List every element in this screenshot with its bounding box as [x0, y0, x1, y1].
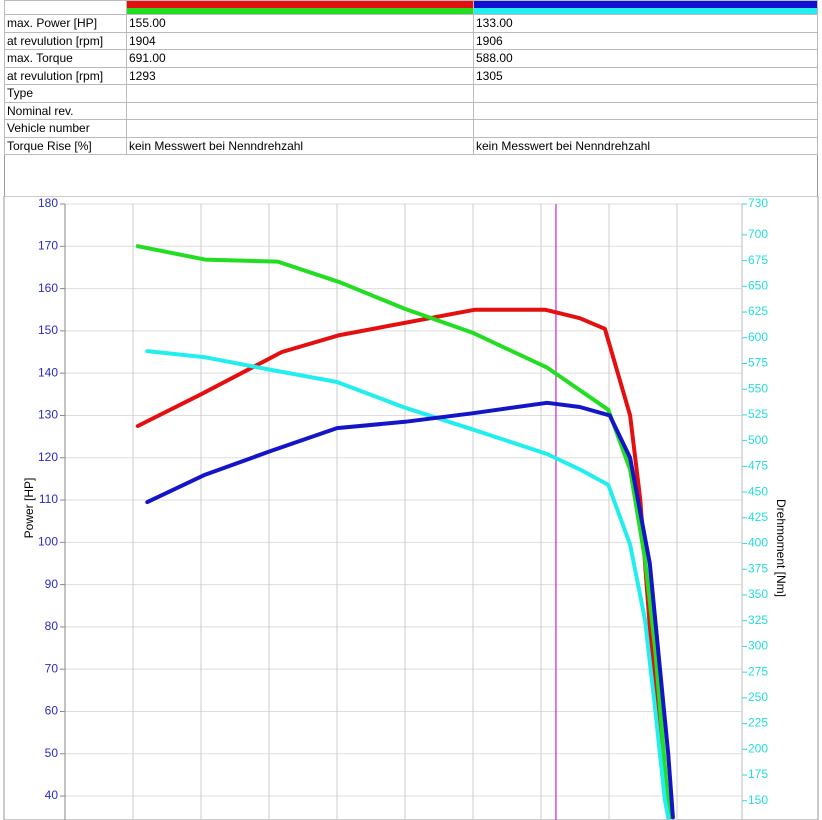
table-cell [126, 84, 474, 103]
y2-tick-label: 500 [748, 433, 768, 447]
y2-tick-label: 730 [748, 196, 768, 210]
table-cell: at revulution [rpm] [4, 31, 127, 50]
table-cell: 1906 [473, 31, 818, 50]
y2-tick-label: 275 [748, 664, 768, 678]
table-cell: kein Messwert bei Nenndrehzahl [473, 136, 818, 155]
table-cell: 691.00 [126, 49, 474, 68]
results-table: max. Power [HP] 155.00 133.00 at revulution… [4, 0, 818, 155]
y2-tick-label: 200 [748, 741, 768, 755]
y2-axis-title: Drehmoment [Nm] [774, 499, 788, 597]
table-cell: max. Power [HP] [4, 14, 127, 33]
power-torque-line [135, 244, 673, 820]
y2-tick-label: 250 [748, 690, 768, 704]
chart-frame [3, 196, 819, 820]
color-bar [127, 8, 473, 14]
y2-tick-label: 700 [748, 227, 768, 241]
y-tick-label: 110 [39, 492, 58, 506]
table-row: Type [4, 84, 818, 103]
table-cell: Type [4, 84, 127, 103]
y-tick-label: 40 [45, 788, 59, 802]
table-cell [126, 101, 474, 120]
y-tick-label: 130 [38, 408, 58, 422]
y-tick-label: 150 [38, 323, 58, 337]
table-row: at revulution [rpm] 1904 1906 [4, 31, 818, 50]
y-tick-label: 170 [38, 238, 58, 252]
y-tick-label: 180 [38, 196, 58, 210]
table-row: Torque Rise [%] kein Messwert bei Nenndre… [4, 136, 818, 155]
table-cell [126, 119, 474, 138]
y2-tick-label: 375 [748, 561, 768, 575]
y2-tick-label: 550 [748, 381, 768, 395]
y2-tick-label: 400 [748, 536, 768, 550]
y-axis-title: Power [HP] [22, 478, 36, 539]
y2-tick-label: 325 [748, 613, 768, 627]
y2-tick-label: 625 [748, 304, 768, 318]
y2-tick-label: 150 [748, 793, 768, 807]
power-torque-line [135, 307, 671, 820]
table-cell: at revulution [rpm] [4, 66, 127, 85]
y2-tick-label: 450 [748, 484, 768, 498]
table-cell: 1904 [126, 31, 474, 50]
table-cell: 155.00 [126, 14, 474, 33]
table-row: max. Torque 691.00 588.00 [4, 49, 818, 68]
y-tick-label: 90 [45, 577, 59, 591]
y-tick-label: 60 [45, 704, 59, 718]
y2-tick-label: 525 [748, 407, 768, 421]
power-torque-line [145, 349, 671, 820]
color-bar [474, 1, 817, 8]
y2-tick-label: 575 [748, 356, 768, 370]
y2-tick-label: 475 [748, 459, 768, 473]
table-cell: 588.00 [473, 49, 818, 68]
y2-tick-label: 425 [748, 510, 768, 524]
y-tick-label: 120 [38, 450, 58, 464]
y2-tick-label: 650 [748, 278, 768, 292]
y2-tick-label: 300 [748, 639, 768, 653]
table-cell: Nominal rev. [4, 101, 127, 120]
table-cell: Torque Rise [%] [4, 136, 127, 155]
table-cell: 1305 [473, 66, 818, 85]
y-tick-label: 140 [38, 365, 58, 379]
color-bar [474, 8, 817, 14]
y-tick-label: 160 [38, 281, 58, 295]
y2-tick-label: 175 [748, 767, 768, 781]
table-cell: max. Torque [4, 49, 127, 68]
color-bar [127, 1, 473, 8]
table-row: Nominal rev. [4, 101, 818, 120]
table-cell [473, 84, 818, 103]
y-tick-label: 100 [38, 534, 58, 548]
table-cell: 1293 [126, 66, 474, 85]
table-cell [473, 101, 818, 120]
y2-tick-label: 225 [748, 716, 768, 730]
y-tick-label: 50 [45, 746, 59, 760]
power-torque-line [145, 400, 675, 820]
header-cell [473, 0, 818, 15]
table-row: at revulution [rpm] 1293 1305 [4, 66, 818, 85]
table-row: Vehicle number [4, 119, 818, 138]
y-tick-label: 80 [45, 619, 59, 633]
y-tick-label: 70 [45, 661, 59, 675]
header-row [4, 0, 818, 15]
table-cell: kein Messwert bei Nenndrehzahl [126, 136, 474, 155]
table-row: max. Power [HP] 155.00 133.00 [4, 14, 818, 33]
header-cell [4, 0, 127, 15]
header-cell [126, 0, 474, 15]
table-cell: 133.00 [473, 14, 818, 33]
table-cell [473, 119, 818, 138]
y2-tick-label: 350 [748, 587, 768, 601]
y2-tick-label: 600 [748, 330, 768, 344]
y2-tick-label: 675 [748, 253, 768, 267]
chart: Power [HP] Drehmoment [Nm] 180 170 160 150 1… [3, 196, 819, 820]
table-cell: Vehicle number [4, 119, 127, 138]
